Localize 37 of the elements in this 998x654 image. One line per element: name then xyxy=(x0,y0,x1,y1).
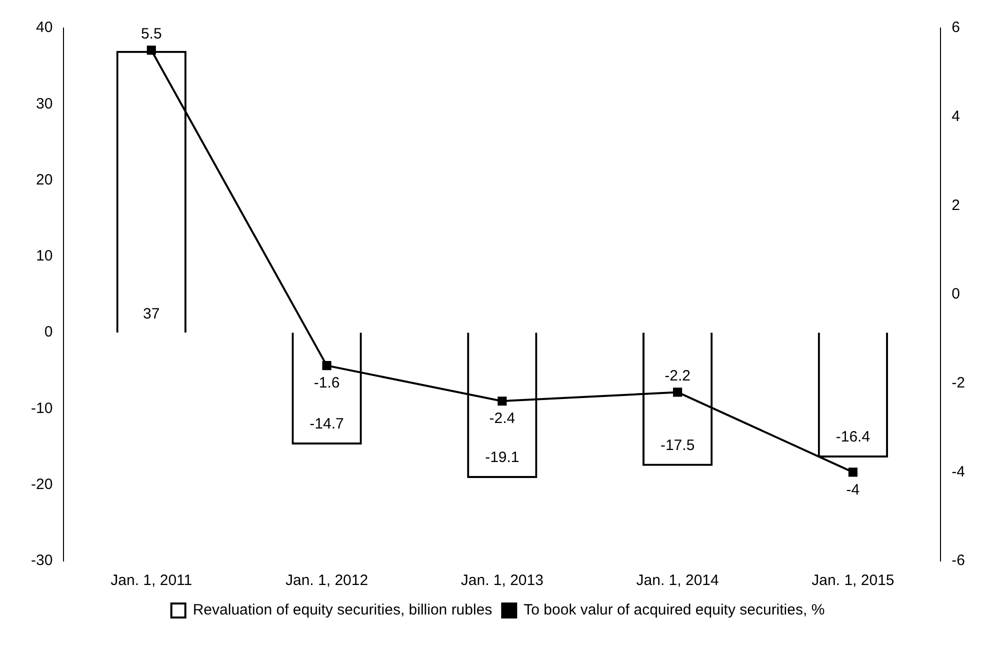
y-tick-label: 0 xyxy=(44,324,53,341)
x-tick-label: Jan. 1, 2013 xyxy=(460,572,544,590)
x-tick-label: Jan. 1, 2014 xyxy=(636,572,719,590)
y-tick-label: 20 xyxy=(36,171,53,188)
point xyxy=(498,396,507,406)
data-label: -2.4 xyxy=(489,410,516,428)
point xyxy=(146,46,156,55)
y-tick-label: 10 xyxy=(36,248,53,265)
point xyxy=(322,361,332,370)
data-label: 37 xyxy=(143,306,160,323)
y2-tick-label: 6 xyxy=(952,19,960,36)
data-label: -4 xyxy=(846,481,860,498)
data-label: -2.2 xyxy=(664,367,690,384)
x-tick-label: Jan. 1, 2012 xyxy=(285,572,368,590)
y2-tick-label: 4 xyxy=(952,108,960,125)
legend-label: Revaluation of equity securities, billion rubles xyxy=(192,602,492,619)
point xyxy=(673,388,682,397)
y2-tick-label: -4 xyxy=(952,463,966,480)
data-label: -14.7 xyxy=(310,416,344,433)
x-tick-label: Jan. 1, 2011 xyxy=(110,572,192,590)
data-label: -17.5 xyxy=(660,436,695,454)
y2-tick-label: -6 xyxy=(952,552,966,570)
data-label: 5.5 xyxy=(140,25,162,42)
data-label: -19.1 xyxy=(485,449,520,466)
y-tick-label: -10 xyxy=(30,400,53,417)
x-tick-label: Jan. 1, 2015 xyxy=(812,572,894,590)
y2-tick-label: -2 xyxy=(952,374,966,392)
data-label: -1.6 xyxy=(314,374,340,392)
legend-label: To book valur of acquired equity securities, % xyxy=(524,602,825,619)
y2-tick-label: 0 xyxy=(952,286,960,303)
y-tick-label: 30 xyxy=(36,95,53,112)
y-tick-label: -20 xyxy=(30,476,53,493)
y2-tick-label: 2 xyxy=(952,196,960,214)
y-tick-label: -30 xyxy=(30,552,53,570)
y-tick-label: 40 xyxy=(36,19,53,36)
point xyxy=(848,468,858,477)
data-label: -16.4 xyxy=(836,428,870,446)
